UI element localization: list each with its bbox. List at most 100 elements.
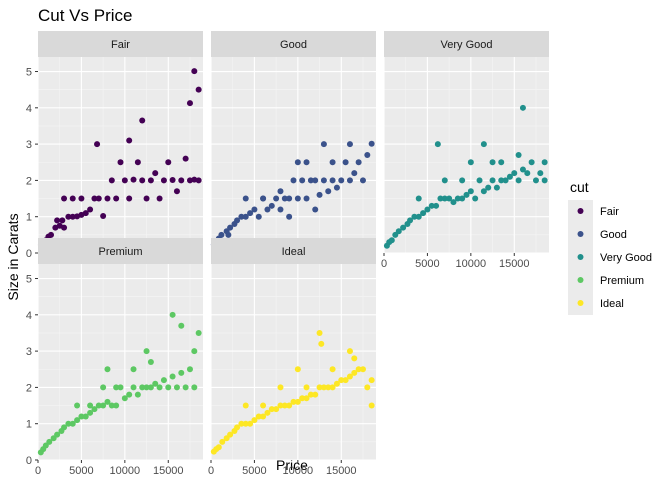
data-point [260,413,267,420]
panel-background [38,57,203,253]
data-point [338,377,345,384]
data-point [251,206,258,213]
data-point [139,117,146,124]
data-point [143,384,150,391]
x-tick-label: 10000 [456,258,487,270]
data-point [65,420,72,427]
y-tick-label: 2 [26,175,32,187]
data-point [108,177,115,184]
data-point [59,217,66,224]
facet-strip-label: Very Good [441,39,493,51]
data-point [333,184,340,191]
data-point [219,438,226,445]
data-point [78,413,85,420]
legend-label: Premium [600,275,644,287]
data-point [294,366,301,373]
legend-key [577,231,584,237]
facet-panel: Ideal 0 5000 10000 15000 [208,238,376,477]
data-point [61,224,68,231]
data-point [463,191,470,198]
y-tick-label: 2 [26,382,32,394]
data-point [126,195,133,202]
facet-strip-label: Ideal [282,246,306,258]
data-point [225,231,232,238]
data-point [312,177,319,184]
data-point [247,210,254,217]
data-point [143,195,150,202]
data-point [117,159,124,166]
data-point [532,177,539,184]
data-point [351,170,358,177]
data-point [247,420,254,427]
data-point [277,206,284,213]
data-point [273,406,280,413]
data-point [113,195,120,202]
data-point [294,398,301,405]
data-point [318,340,325,347]
data-point [299,395,306,402]
data-point [307,391,314,398]
data-point [281,402,288,409]
data-point [134,159,141,166]
data-point [346,177,353,184]
x-tick-label: 0 [381,258,387,270]
data-point [277,384,284,391]
data-point [178,322,185,329]
facet-panel: Premium 0 1 2 3 4 5 0 5000 10000 15000 [26,238,203,477]
data-point [346,348,353,355]
data-point [325,384,332,391]
data-point [355,366,362,373]
data-point [238,420,245,427]
data-point [191,384,198,391]
data-point [238,213,245,220]
data-point [480,188,487,195]
data-point [173,384,180,391]
data-point [467,159,474,166]
data-point [364,152,371,158]
data-point [368,402,375,409]
data-point [48,231,55,238]
facet-panel: Good [210,31,376,254]
data-point [312,391,319,398]
data-point [281,195,288,202]
data-point [303,384,310,391]
data-point [147,177,154,184]
data-point [91,406,98,413]
data-point [268,406,275,413]
data-point [446,195,453,202]
facet-strip [38,31,203,57]
data-point [400,224,407,231]
facet-strip [384,31,549,57]
data-point [255,213,262,220]
data-point [242,402,249,409]
data-point [147,359,154,365]
data-point [407,217,414,224]
data-point [218,231,225,238]
data-point [117,384,124,391]
data-point [316,329,323,336]
data-point [100,402,107,409]
data-point [415,195,422,202]
x-tick-label: 15000 [326,465,357,477]
data-point [351,369,358,376]
data-point [46,438,53,445]
y-tick-label: 0 [26,455,32,467]
data-point [303,195,310,202]
data-point [104,398,111,405]
data-point [130,176,137,183]
data-point [255,413,262,420]
data-point [139,177,146,184]
data-point [498,159,505,166]
data-point [173,188,180,195]
data-point [303,395,310,402]
data-point [541,177,548,184]
data-point [351,355,358,362]
data-point [346,373,353,380]
data-point [264,409,271,416]
legend-key [577,300,584,306]
data-point [61,424,68,431]
data-point [94,141,101,148]
y-tick-label: 4 [26,310,32,322]
